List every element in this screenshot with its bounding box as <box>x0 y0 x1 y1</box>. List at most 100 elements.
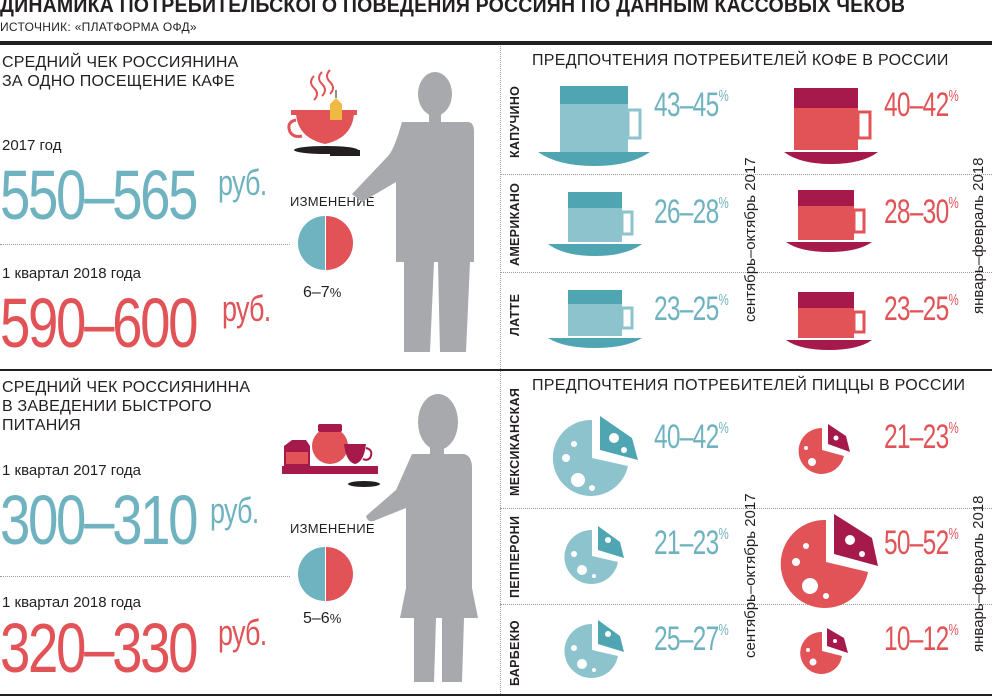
pizza-bbq-value-2018: 10–12% <box>884 620 959 659</box>
coffee-unit: % <box>948 195 959 212</box>
pizza-bbq-number-2018: 10–12 <box>884 620 949 658</box>
coffee-period-a: сентябрь–октябрь 2017 <box>742 157 759 322</box>
coffee-left-divider <box>500 46 501 369</box>
waitress-illustration <box>366 394 478 682</box>
pizza-bbq-value-2017: 25–27% <box>654 620 729 659</box>
pizza-unit: % <box>948 420 959 437</box>
coffee-latte-value-2018: 23–25% <box>884 290 959 329</box>
fastfood-change-label: ИЗМЕНЕНИЕ <box>290 521 375 536</box>
pizza-unit: % <box>948 526 959 543</box>
cafe-change-label: ИЗМЕНЕНИЕ <box>290 194 375 209</box>
pizza-unit: % <box>718 526 729 543</box>
coffee-americano-value-2018: 28–30% <box>884 193 959 232</box>
pizza-unit: % <box>718 622 729 639</box>
pizza-mexican-value-2017: 40–42% <box>654 418 729 457</box>
coffee-unit: % <box>718 195 729 212</box>
source-note: ИСТОЧНИК: «ПЛАТФОРМА ОФД» <box>0 20 197 34</box>
pizza-heading: ПРЕДПОЧТЕНИЯ ПОТРЕБИТЕЛЕЙ ПИЦЦЫ В РОССИИ <box>532 377 966 394</box>
coffee-latte-number-2018: 23–25 <box>884 290 949 328</box>
coffee-row-label-americano: АМЕРИКАНО <box>508 182 522 266</box>
cafe-period-1: 2017 год <box>2 137 62 154</box>
coffee-americano-number-2018: 28–30 <box>884 193 949 231</box>
fastfood-tray-illustration <box>282 424 380 487</box>
coffee-cappuccino-value-2018: 40–42% <box>884 86 959 125</box>
cafe-heading-line2: ЗА ОДНО ПОСЕЩЕНИЕ КАФЕ <box>2 73 235 90</box>
pizza-period-a: сентябрь–октябрь 2017 <box>742 493 759 658</box>
coffee-unit: % <box>718 88 729 105</box>
pizza-row-divider-1 <box>500 508 992 509</box>
cafe-currency-2: руб. <box>222 288 271 329</box>
pizza-mexican-number-2017: 40–42 <box>654 418 719 456</box>
fastfood-divider <box>0 576 290 577</box>
fastfood-change-number: 5–6 <box>303 610 330 627</box>
mid-rule <box>0 369 992 371</box>
cafe-heading-line1: СРЕДНИЙ ЧЕК РОССИЯНИНА <box>2 54 239 71</box>
waiter-illustration <box>330 72 474 352</box>
pizza-row-divider-2 <box>500 604 992 605</box>
cafe-value-1: 550–565 <box>0 156 199 234</box>
coffee-row-label-latte: ЛАТТЕ <box>508 293 522 336</box>
pizza-pepperoni-number-2017: 21–23 <box>654 524 719 562</box>
coffee-cup-americano-2018 <box>786 190 872 252</box>
coffee-period-b: январь–февраль 2018 <box>970 157 987 315</box>
coffee-row-label-cappuccino: КАПУЧИНО <box>508 85 522 158</box>
pizza-left-divider <box>500 371 501 694</box>
cafe-change-number: 6–7 <box>303 284 330 301</box>
fastfood-currency-1: руб. <box>210 490 259 531</box>
fastfood-heading-line2: В ЗАВЕДЕНИИ БЫСТРОГО <box>2 398 212 415</box>
pizza-row-label-pepperoni: ПЕППЕРОНИ <box>508 515 522 598</box>
cafe-change-pie <box>298 216 353 270</box>
pizza-unit: % <box>718 420 729 437</box>
top-rule <box>0 41 992 45</box>
pizza-bbq-number-2017: 25–27 <box>654 620 719 658</box>
coffee-americano-value-2017: 26–28% <box>654 193 729 232</box>
coffee-row-divider-1 <box>500 174 992 175</box>
coffee-cappuccino-value-2017: 43–45% <box>654 86 729 125</box>
fastfood-value-2: 320–330 <box>0 609 199 687</box>
coffee-cappuccino-number-2018: 40–42 <box>884 86 949 124</box>
fastfood-heading: СРЕДНИЙ ЧЕК РОССИЯНИННА В ЗАВЕДЕНИИ БЫСТ… <box>2 378 250 435</box>
fastfood-heading-line1: СРЕДНИЙ ЧЕК РОССИЯНИННА <box>2 379 251 396</box>
cafe-period-2: 1 квартал 2018 года <box>2 265 141 282</box>
pizza-mexican-number-2018: 21–23 <box>884 418 949 456</box>
fastfood-period-1: 1 квартал 2017 года <box>2 462 141 479</box>
cafe-value-2: 590–600 <box>0 284 199 362</box>
fastfood-change-unit: % <box>329 611 342 626</box>
fastfood-heading-line3: ПИТАНИЯ <box>2 417 81 434</box>
pizza-pepperoni-value-2017: 21–23% <box>654 524 729 563</box>
cafe-currency-1: руб. <box>218 162 267 203</box>
cafe-change-value: 6–7% <box>303 284 341 302</box>
bottom-rule <box>0 694 992 696</box>
coffee-cup-americano-2017 <box>548 192 642 256</box>
pizza-bbq-2018 <box>800 628 848 674</box>
pizza-mexican-2018 <box>798 424 850 474</box>
cafe-heading: СРЕДНИЙ ЧЕК РОССИЯНИНА ЗА ОДНО ПОСЕЩЕНИЕ… <box>2 53 238 91</box>
pizza-bbq-2017 <box>564 620 624 678</box>
coffee-cup-latte-2017 <box>548 290 642 348</box>
pizza-pepperoni-2018 <box>780 514 878 608</box>
fastfood-change-pie <box>298 547 353 601</box>
coffee-latte-number-2017: 23–25 <box>654 290 719 328</box>
pizza-row-label-bbq: БАРБЕКЮ <box>508 620 522 686</box>
pizza-mexican-2017 <box>552 416 638 496</box>
coffee-cup-cappuccino-2017 <box>538 86 650 166</box>
pizza-pepperoni-2017 <box>564 526 624 584</box>
fastfood-change-value: 5–6% <box>303 610 341 628</box>
coffee-unit: % <box>948 88 959 105</box>
pizza-mexican-value-2018: 21–23% <box>884 418 959 457</box>
pizza-unit: % <box>948 622 959 639</box>
pizza-pepperoni-value-2018: 50–52% <box>884 524 959 563</box>
pizza-pepperoni-number-2018: 50–52 <box>884 524 949 562</box>
cafe-divider <box>0 244 290 245</box>
coffee-unit: % <box>718 292 729 309</box>
coffee-latte-value-2017: 23–25% <box>654 290 729 329</box>
fastfood-period-2: 1 квартал 2018 года <box>2 594 141 611</box>
coffee-americano-number-2017: 26–28 <box>654 193 719 231</box>
coffee-heading: ПРЕДПОЧТЕНИЯ ПОТРЕБИТЕЛЕЙ КОФЕ В РОССИИ <box>532 52 949 69</box>
fastfood-value-1: 300–310 <box>0 481 199 559</box>
coffee-cup-latte-2018 <box>786 292 872 350</box>
coffee-unit: % <box>948 292 959 309</box>
fastfood-currency-2: руб. <box>218 612 267 653</box>
coffee-row-divider-2 <box>500 272 992 273</box>
coffee-cup-cappuccino-2018 <box>784 88 878 164</box>
